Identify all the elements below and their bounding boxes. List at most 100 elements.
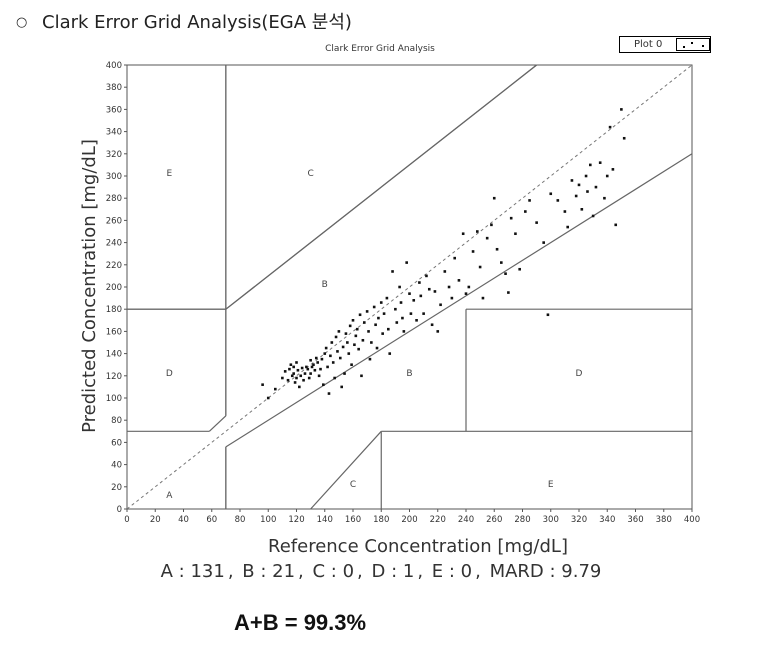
x-tick-label: 100 — [260, 515, 276, 525]
data-point — [343, 372, 346, 375]
data-point — [556, 199, 560, 202]
data-point — [443, 270, 447, 273]
data-point — [313, 368, 317, 372]
y-tick-label: 160 — [106, 327, 122, 337]
data-point — [408, 292, 411, 295]
data-point — [591, 214, 595, 218]
data-point — [266, 396, 270, 400]
data-point — [608, 125, 612, 129]
y-tick-label: 380 — [106, 83, 122, 93]
stat-e: E : 0 — [431, 561, 473, 582]
data-point — [346, 341, 349, 344]
data-point — [399, 301, 403, 304]
y-tick-label: 60 — [111, 438, 122, 448]
data-point — [436, 330, 440, 333]
data-point — [338, 356, 342, 360]
data-point — [300, 366, 304, 370]
legend-swatch — [676, 38, 710, 51]
data-point — [370, 341, 373, 344]
data-point — [289, 363, 293, 366]
stat-a: A : 131 — [160, 561, 225, 582]
data-point — [549, 192, 553, 196]
data-point — [614, 223, 618, 227]
section-title: Clark Error Grid Analysis(EGA 분석) — [42, 12, 352, 33]
data-point — [401, 316, 404, 320]
identity-line — [126, 64, 693, 510]
stat-d: D : 1 — [371, 561, 415, 582]
data-point — [584, 174, 588, 178]
data-point — [450, 296, 454, 300]
zone-label-e: E — [167, 169, 173, 179]
data-point — [355, 327, 359, 331]
data-point — [439, 303, 442, 307]
data-point — [288, 367, 291, 371]
data-point — [357, 347, 360, 351]
data-point — [341, 345, 345, 349]
data-point — [586, 190, 589, 193]
data-point — [314, 356, 318, 360]
data-point — [605, 174, 609, 178]
data-point — [358, 313, 362, 317]
data-point — [333, 376, 336, 380]
zone-line — [225, 64, 537, 310]
zone-line — [208, 415, 227, 432]
data-point — [518, 267, 521, 271]
y-tick-label: 20 — [111, 483, 122, 493]
y-tick-label: 40 — [111, 461, 122, 471]
data-point — [387, 327, 390, 331]
data-point — [422, 312, 425, 315]
data-point — [309, 358, 312, 362]
x-tick-label: 360 — [627, 515, 643, 525]
x-tick-label: 80 — [235, 515, 246, 525]
data-point — [302, 378, 305, 382]
data-point — [528, 199, 531, 202]
data-point — [261, 383, 264, 386]
data-point — [504, 272, 507, 275]
data-point — [367, 330, 370, 333]
data-point — [574, 194, 578, 198]
x-tick-label: 300 — [543, 515, 559, 525]
y-tick-label: 300 — [106, 172, 122, 182]
x-tick-label: 280 — [514, 515, 530, 525]
data-point — [286, 378, 290, 382]
zone-label-a: A — [166, 491, 173, 501]
y-tick-label: 360 — [106, 105, 122, 115]
y-tick-label: 80 — [111, 416, 122, 426]
data-point — [296, 368, 300, 372]
data-point — [419, 294, 423, 298]
y-tick-label: 340 — [106, 128, 122, 138]
data-point — [394, 307, 397, 311]
data-point — [375, 346, 379, 350]
zone-label-e: E — [548, 480, 554, 490]
x-tick-label: 60 — [206, 515, 217, 525]
data-point — [467, 285, 471, 289]
y-axis-ticks: 0 20 40 60 80 100 120 140 160 180 200 220 240 260 280 3… — [106, 61, 127, 515]
legend-label: Plot 0 — [634, 39, 663, 50]
data-point — [320, 357, 324, 361]
data-point — [368, 357, 372, 361]
zone-line — [225, 153, 693, 448]
y-tick-label: 220 — [106, 261, 122, 271]
data-point — [292, 365, 295, 369]
x-tick-label: 380 — [656, 515, 672, 525]
data-point — [433, 290, 437, 293]
data-point — [542, 241, 545, 244]
data-point — [478, 265, 482, 269]
data-point — [365, 310, 369, 313]
stat-c: C : 0 — [312, 561, 355, 582]
data-point — [298, 385, 301, 389]
zone-label-b: B — [406, 369, 412, 379]
data-point — [360, 374, 363, 378]
data-point — [391, 270, 394, 273]
x-tick-label: 140 — [317, 515, 333, 525]
data-point — [611, 168, 615, 171]
y-tick-label: 320 — [106, 150, 122, 160]
y-tick-label: 240 — [106, 239, 122, 249]
chart-legend: Plot 0 — [619, 36, 711, 53]
x-axis-ticks: 0 20 40 60 80 100 120 140 160 180 200 220 240 260 280 3… — [124, 509, 700, 525]
data-point — [309, 372, 312, 375]
x-tick-label: 180 — [373, 515, 389, 525]
data-point — [535, 221, 538, 224]
y-tick-label: 0 — [117, 505, 122, 515]
data-point — [453, 256, 456, 260]
